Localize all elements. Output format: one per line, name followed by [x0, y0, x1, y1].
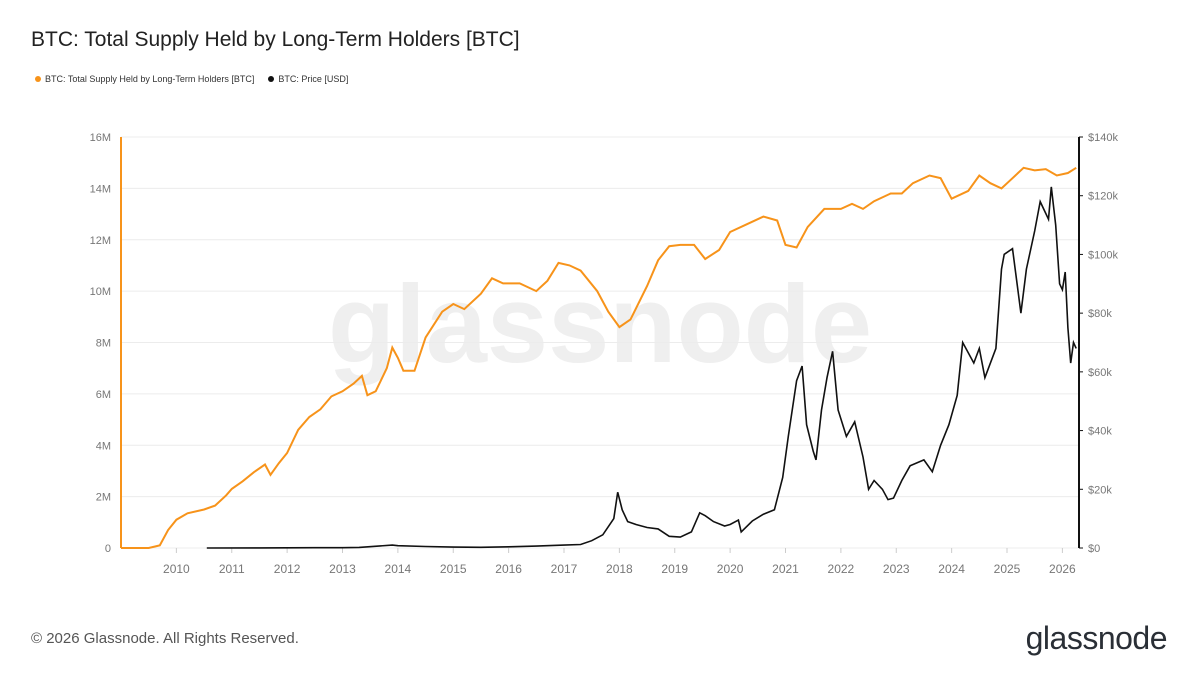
- x-tick-label: 2019: [661, 562, 688, 576]
- x-tick-label: 2012: [274, 562, 301, 576]
- legend-label-price: BTC: Price [USD]: [278, 74, 349, 84]
- y-left-tick-label: 2M: [96, 492, 111, 504]
- y-left-tick-label: 0: [105, 543, 111, 555]
- x-tick-label: 2015: [440, 562, 467, 576]
- glassnode-logo[interactable]: glassnode: [1025, 620, 1168, 656]
- y-right-ticks: $0 $20k $40k $60k $80k $100k $120k $140k: [1079, 132, 1118, 555]
- y-right-tick-label: $0: [1088, 543, 1100, 555]
- copyright-footer: © 2026 Glassnode. All Rights Reserved.: [31, 630, 299, 647]
- legend-label-lth: BTC: Total Supply Held by Long-Term Hold…: [45, 74, 255, 84]
- y-left-tick-label: 8M: [96, 338, 111, 350]
- y-right-tick-label: $60k: [1088, 367, 1112, 379]
- y-right-tick-label: $80k: [1088, 308, 1112, 320]
- y-right-tick-label: $40k: [1088, 426, 1112, 438]
- series-line-price: [206, 186, 1077, 549]
- x-tick-label: 2017: [551, 562, 578, 576]
- legend-dot-lth: [35, 76, 41, 82]
- watermark: glassnode: [328, 263, 872, 386]
- x-tick-label: 2023: [883, 562, 910, 576]
- y-left-tick-label: 12M: [90, 235, 111, 247]
- legend-item-price[interactable]: BTC: Price [USD]: [268, 74, 348, 84]
- x-tick-label: 2018: [606, 562, 633, 576]
- y-left-tick-label: 4M: [96, 440, 111, 452]
- y-left-tick-label: 6M: [96, 389, 111, 401]
- series-line-lth: [121, 166, 1077, 549]
- x-tick-label: 2022: [828, 562, 855, 576]
- x-tick-label: 2016: [495, 562, 522, 576]
- y-left-tick-label: 10M: [90, 286, 111, 298]
- legend-dot-price: [268, 76, 275, 82]
- y-right-tick-label: $120k: [1088, 191, 1118, 203]
- x-tick-label: 2013: [329, 562, 356, 576]
- chart-title: BTC: Total Supply Held by Long-Term Hold…: [31, 28, 520, 51]
- x-tick-label: 2021: [772, 562, 799, 576]
- y-right-tick-label: $20k: [1088, 484, 1112, 496]
- y-right-tick-label: $140k: [1088, 132, 1118, 144]
- legend: BTC: Total Supply Held by Long-Term Hold…: [35, 74, 348, 84]
- x-tick-label: 2026: [1049, 562, 1076, 576]
- grid-lines: [121, 136, 1079, 549]
- x-tick-label: 2010: [163, 562, 190, 576]
- y-left-tick-label: 16M: [90, 132, 111, 144]
- x-tick-label: 2014: [385, 562, 412, 576]
- legend-item-lth[interactable]: BTC: Total Supply Held by Long-Term Hold…: [35, 74, 254, 84]
- x-tick-label: 2020: [717, 562, 744, 576]
- y-left-tick-label: 14M: [90, 183, 111, 195]
- y-right-tick-label: $100k: [1088, 249, 1118, 261]
- x-tick-label: 2025: [994, 562, 1021, 576]
- x-ticks: 2010 2011 2012 2013 2014 2015 2016 2017 2018 2019…: [163, 548, 1076, 576]
- y-left-ticks: 0 2M 4M 6M 8M 10M 12M 14M 16M: [90, 132, 111, 555]
- x-tick-label: 2011: [219, 562, 245, 576]
- x-tick-label: 2024: [938, 562, 965, 576]
